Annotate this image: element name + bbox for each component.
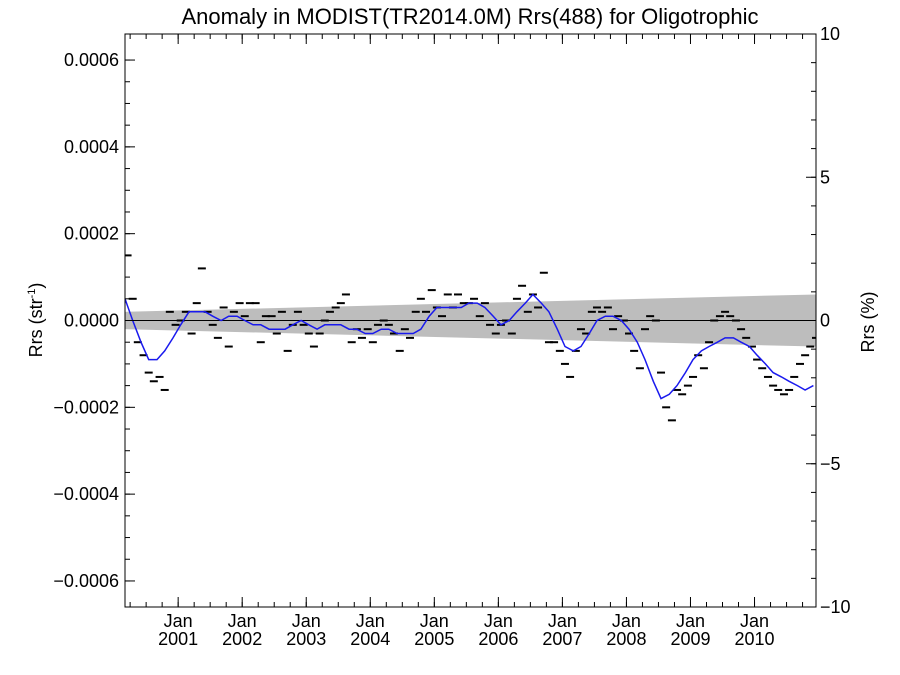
x-tick-label-month: Jan xyxy=(484,611,513,631)
y-tick-label-left: 0.0002 xyxy=(64,224,119,244)
x-tick-label-year: 2007 xyxy=(542,629,582,649)
x-tick-label-month: Jan xyxy=(356,611,385,631)
smoothed-anomaly-line xyxy=(125,293,814,400)
y-tick-label-left: 0.0004 xyxy=(64,137,119,157)
y-tick-label-left: 0.0006 xyxy=(64,50,119,70)
x-tick-label-year: 2005 xyxy=(414,629,454,649)
axes: 0.0006 0.0004 0.0002 0.0000 −0.0002 −0.0004 −0… xyxy=(53,24,850,649)
y-tick-label-left: −0.0002 xyxy=(53,397,119,417)
y-tick-label-right: −5 xyxy=(820,454,841,474)
x-tick-label-year: 2002 xyxy=(222,629,262,649)
x-tick-label-month: Jan xyxy=(548,611,577,631)
y-axis-label-left-close: ) xyxy=(26,283,46,289)
y-axis-label-left-text: Rrs (str xyxy=(26,298,46,357)
x-tick-label-month: Jan xyxy=(292,611,321,631)
x-tick-label-year: 2003 xyxy=(286,629,326,649)
x-tick-label-year: 2009 xyxy=(670,629,710,649)
y-tick-label-right: 0 xyxy=(820,311,830,331)
y-tick-label-left: −0.0004 xyxy=(53,484,119,504)
y-axis-label-right: Rrs (%) xyxy=(858,292,878,353)
y-tick-label-right: −10 xyxy=(820,597,851,617)
y-axis-label-left-superscript: -1 xyxy=(26,289,38,299)
x-tick-label-year: 2010 xyxy=(734,629,774,649)
x-tick-label-month: Jan xyxy=(740,611,769,631)
chart-title: Anomaly in MODIST(TR2014.0M) Rrs(488) fo… xyxy=(181,4,758,29)
x-tick-label-month: Jan xyxy=(612,611,641,631)
x-tick-label-year: 2008 xyxy=(606,629,646,649)
y-tick-label-left: 0.0000 xyxy=(64,311,119,331)
y-tick-label-right: 5 xyxy=(820,167,830,187)
y-axis-label-left: Rrs (str-1) xyxy=(26,283,46,358)
x-tick-label-month: Jan xyxy=(164,611,193,631)
plot-area xyxy=(125,254,816,422)
x-tick-label-year: 2001 xyxy=(158,629,198,649)
x-tick-label-month: Jan xyxy=(228,611,257,631)
x-tick-label-month: Jan xyxy=(676,611,705,631)
y-tick-label-left: −0.0006 xyxy=(53,571,119,591)
y-tick-label-right: 10 xyxy=(820,24,840,44)
x-tick-label-year: 2006 xyxy=(478,629,518,649)
x-tick-label-month: Jan xyxy=(420,611,449,631)
x-tick-label-year: 2004 xyxy=(350,629,390,649)
